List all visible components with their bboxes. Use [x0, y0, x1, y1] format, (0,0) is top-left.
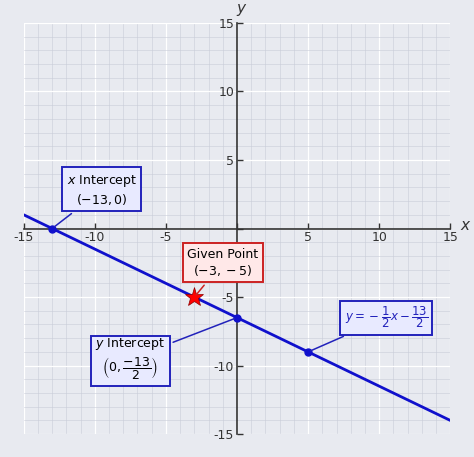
Text: $x$ Intercept
$( -13 , 0 )$: $x$ Intercept $( -13 , 0 )$ — [55, 173, 137, 227]
Text: x: x — [460, 218, 469, 233]
Text: $y$ Intercept
$\left( 0 , \dfrac{-13}{2} \right)$: $y$ Intercept $\left( 0 , \dfrac{-13}{2}… — [95, 319, 235, 382]
Text: $y = -\dfrac{1}{2}x - \dfrac{13}{2}$: $y = -\dfrac{1}{2}x - \dfrac{13}{2}$ — [310, 305, 428, 351]
Text: Given Point
$( -3 , -5 )$: Given Point $( -3 , -5 )$ — [187, 248, 258, 295]
Text: y: y — [237, 1, 246, 16]
